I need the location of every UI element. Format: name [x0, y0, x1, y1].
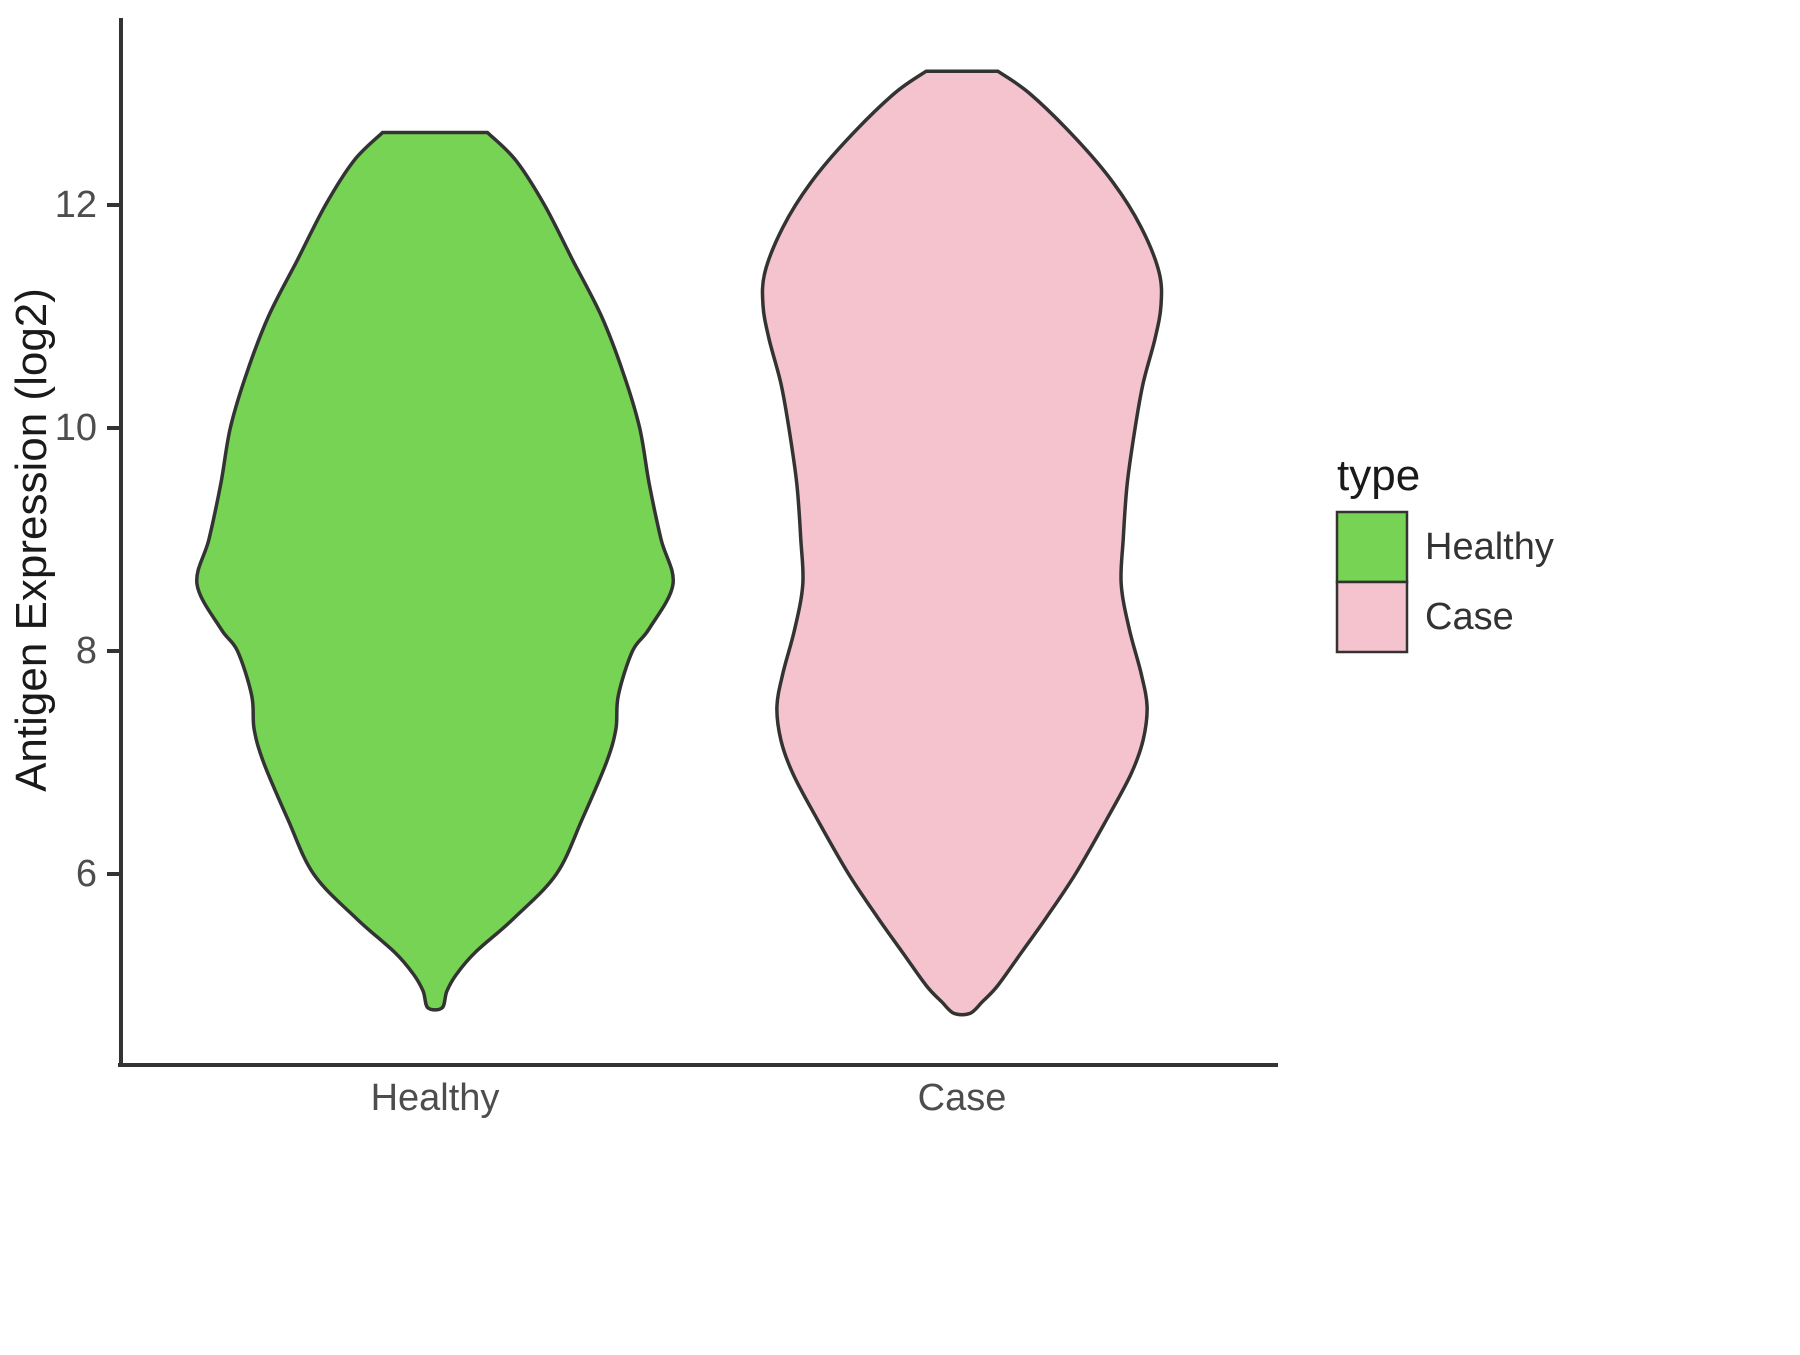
- legend-key-case: [1335, 580, 1409, 654]
- legend-label-case: Case: [1425, 596, 1514, 638]
- legend: type Healthy Case: [1335, 451, 1554, 654]
- y-tick-label: 12: [55, 184, 97, 226]
- legend-title: type: [1337, 451, 1420, 500]
- violins-layer: [195, 69, 1164, 1017]
- legend-label-healthy: Healthy: [1425, 526, 1554, 568]
- y-tick-label: 10: [55, 407, 97, 449]
- legend-key-healthy: [1335, 510, 1409, 584]
- y-tick-label: 8: [76, 630, 97, 672]
- x-tick-label-healthy: Healthy: [371, 1077, 500, 1119]
- violin-case: [760, 69, 1164, 1017]
- axes-layer: 6 8 10 12 Healthy Case: [55, 18, 1278, 1119]
- x-tick-label-case: Case: [918, 1077, 1007, 1119]
- legend-entries: Healthy Case: [1335, 510, 1554, 654]
- y-tick-label: 6: [76, 853, 97, 895]
- y-axis-title: Antigen Expression (log2): [7, 288, 56, 792]
- violin-healthy: [195, 130, 675, 1012]
